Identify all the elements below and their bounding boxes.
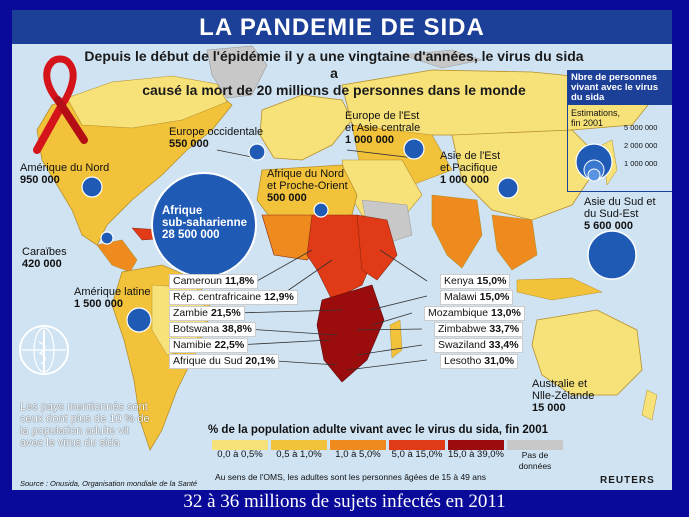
label-afrique-nord: Afrique du Nord et Proche-Orient 500 000 bbox=[267, 168, 348, 204]
label-europe-est: Europe de l'Est et Asie centrale 1 000 000 bbox=[345, 110, 421, 146]
red-ribbon-icon bbox=[33, 55, 88, 154]
label-asie-est: Asie de l'Est et Pacifique 1 000 000 bbox=[440, 150, 501, 186]
label-amerique-latine: Amérique latine 1 500 000 bbox=[74, 286, 151, 310]
color-swatch bbox=[271, 440, 327, 450]
who-logo-icon bbox=[19, 325, 69, 375]
label-caraibes: Caraïbes 420 000 bbox=[22, 246, 67, 270]
indonesia-shape bbox=[516, 277, 603, 301]
color-legend-title: % de la population adulte vivant avec le… bbox=[208, 424, 548, 436]
bubble-caraibes bbox=[100, 231, 114, 245]
country-malawi: Malawi 15,0% bbox=[440, 290, 514, 305]
europe-shape bbox=[259, 94, 353, 161]
color-legend-item: Pas de données bbox=[507, 437, 563, 471]
country-cameroun: Cameroun 11,8% bbox=[169, 274, 259, 289]
bubble-europe-occ bbox=[248, 143, 266, 161]
bubble-asie-sud bbox=[587, 230, 637, 280]
page-title: LA PANDEMIE DE SIDA bbox=[199, 14, 485, 41]
subtitle-line-2: causé la mort de 20 millions de personne… bbox=[142, 82, 526, 98]
color-legend-item: 0,5 à 1,0% bbox=[271, 437, 327, 461]
label-australie: Australie et Nlle-Zélande 15 000 bbox=[532, 378, 595, 414]
subtitle: Depuis le début de l'épidémie il y a une… bbox=[84, 48, 584, 99]
label-europe-occ: Europe occidentale 550 000 bbox=[169, 126, 264, 150]
australia-shape bbox=[531, 309, 643, 396]
color-swatch bbox=[330, 440, 386, 450]
bubble-europe-est bbox=[403, 138, 425, 160]
size-legend-5m: 5 000 000 bbox=[624, 123, 658, 132]
title-bar: LA PANDEMIE DE SIDA bbox=[12, 10, 672, 44]
bubble-amerique-nord bbox=[81, 176, 103, 198]
country-zambie: Zambie 21,5% bbox=[169, 306, 245, 321]
east-africa-shape bbox=[356, 214, 398, 281]
country-afrique-sud: Afrique du Sud 20,1% bbox=[169, 354, 280, 369]
label-asie-sud: Asie du Sud et du Sud-Est 5 600 000 bbox=[584, 196, 656, 232]
color-legend-item: 1,0 à 5,0% bbox=[330, 437, 386, 461]
size-legend-estimations: Estimations, fin 2001 bbox=[571, 108, 621, 128]
color-legend-item: 5,0 à 15,0% bbox=[389, 437, 445, 461]
reuters-logo: REUTERS bbox=[600, 475, 655, 486]
label-afrique-sub: Afrique sub-saharienne 28 500 000 bbox=[162, 205, 247, 241]
subtitle-line-1: Depuis le début de l'épidémie il y a une… bbox=[84, 48, 584, 81]
size-legend-1m: 1 000 000 bbox=[624, 159, 658, 168]
color-legend-item: 15,0 à 39,0% bbox=[448, 437, 504, 461]
color-legend-item: 0,0 à 0,5% bbox=[212, 437, 268, 461]
country-mozambique: Mozambique 13,0% bbox=[424, 306, 525, 321]
color-swatch bbox=[389, 440, 445, 450]
color-swatch bbox=[507, 440, 563, 450]
color-swatch bbox=[212, 440, 268, 450]
oms-note: Au sens de l'OMS, les adultes sont les p… bbox=[215, 472, 486, 482]
east-asia-shape bbox=[451, 129, 603, 221]
size-legend-header: Nbre de personnes vivant avec le virus d… bbox=[568, 71, 672, 105]
country-zimbabwe: Zimbabwe 33,7% bbox=[434, 322, 524, 337]
footnote-left: Les pays mentionnés sont ceux dont plus … bbox=[20, 401, 150, 449]
country-rca: Rép. centrafricaine 12,9% bbox=[169, 290, 298, 305]
country-namibie: Namibie 22,5% bbox=[169, 338, 249, 353]
map-panel: LA PANDEMIE DE SIDA Depuis le début de l… bbox=[12, 10, 672, 490]
central-america-shape bbox=[96, 239, 138, 273]
southern-africa-shape bbox=[316, 284, 385, 383]
country-kenya: Kenya 15,0% bbox=[440, 274, 511, 289]
size-legend-small bbox=[587, 168, 601, 182]
greenland-shape bbox=[206, 45, 268, 99]
southeast-asia-shape bbox=[491, 214, 538, 271]
india-shape bbox=[431, 194, 483, 269]
country-lesotho: Lesotho 31,0% bbox=[440, 354, 519, 369]
color-swatch bbox=[448, 440, 504, 450]
country-swaziland: Swaziland 33,4% bbox=[434, 338, 523, 353]
slide-caption: 32 à 36 millions de sujets infectés en 2… bbox=[183, 491, 506, 512]
size-legend-2m: 2 000 000 bbox=[624, 141, 658, 150]
label-amerique-nord: Amérique du Nord 950 000 bbox=[20, 162, 110, 186]
canada-shape bbox=[66, 75, 228, 129]
madagascar-shape bbox=[389, 319, 403, 359]
size-legend: Nbre de personnes vivant avec le virus d… bbox=[567, 70, 672, 192]
source-note: Source : Onusida, Organisation mondiale … bbox=[20, 479, 198, 488]
new-zealand-shape bbox=[641, 389, 658, 421]
arctic-islands-shape bbox=[401, 49, 483, 69]
country-botswana: Botswana 38,8% bbox=[169, 322, 256, 337]
bubble-afrique-nord bbox=[313, 202, 329, 218]
bubble-asie-est bbox=[497, 177, 519, 199]
bubble-amerique-latine bbox=[126, 307, 152, 333]
